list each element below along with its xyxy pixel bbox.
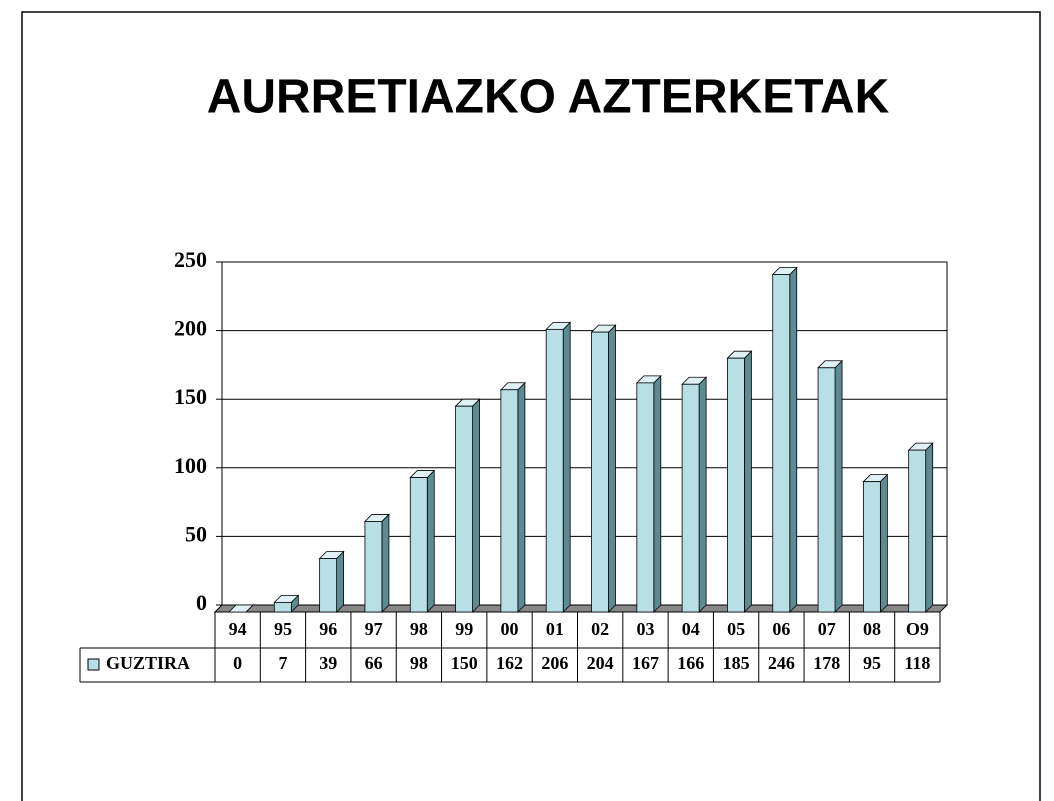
bar-side [744, 350, 752, 613]
x-tick-label: 02 [591, 619, 609, 639]
table-value: 166 [677, 653, 704, 673]
x-tick-label: 98 [410, 619, 428, 639]
table-value: 204 [587, 653, 614, 673]
slide-frame [21, 11, 1041, 801]
bar-side [879, 473, 888, 613]
table-value: 66 [365, 653, 383, 673]
x-tick-label: 94 [229, 619, 247, 639]
bar [545, 328, 564, 613]
table-value: 98 [410, 653, 428, 673]
legend-swatch [87, 658, 100, 671]
bar-side [336, 550, 345, 613]
table-value: 206 [541, 653, 568, 673]
bar-side [608, 324, 616, 613]
bar [409, 477, 428, 613]
legend-label: GUZTIRA [106, 653, 190, 673]
y-tick-label: 250 [174, 247, 207, 272]
table-value: 118 [904, 653, 930, 673]
y-tick-label: 0 [196, 590, 207, 615]
x-tick-label: 99 [455, 619, 473, 639]
y-tick-label: 50 [185, 521, 207, 546]
bar [364, 521, 383, 613]
table-value: 162 [496, 653, 523, 673]
x-tick-label: 97 [365, 619, 383, 639]
bar-side [925, 442, 934, 613]
bar-side [834, 359, 843, 613]
table-value: 150 [451, 653, 478, 673]
y-tick-label: 100 [174, 453, 207, 478]
bar-side [472, 398, 480, 613]
bar [455, 405, 473, 613]
bar-side [789, 266, 798, 613]
x-tick-label: 06 [772, 619, 790, 639]
bar-side [653, 374, 662, 613]
chart-title: AURRETIAZKO AZTERKETAK [207, 71, 890, 124]
table-value: 95 [863, 653, 881, 673]
x-tick-label: 03 [636, 619, 654, 639]
bar [681, 383, 700, 613]
bar [500, 389, 519, 613]
table-value: 167 [632, 653, 659, 673]
bar-side [426, 469, 435, 613]
bar-side [381, 513, 390, 613]
x-tick-label: 05 [727, 619, 745, 639]
bar [772, 274, 791, 613]
table-value: 0 [233, 653, 242, 673]
bar [817, 367, 836, 613]
x-tick-label: 00 [501, 619, 519, 639]
bar-side [698, 376, 707, 613]
table-value: 246 [768, 653, 795, 673]
table-value: 185 [723, 653, 750, 673]
x-tick-label: 01 [546, 619, 564, 639]
bar [908, 449, 927, 613]
table-value: 39 [319, 653, 337, 673]
x-tick-label: 95 [274, 619, 292, 639]
x-tick-label: O9 [906, 619, 929, 639]
bar [591, 331, 609, 613]
bar [727, 357, 745, 613]
x-tick-label: 96 [319, 619, 337, 639]
table-value: 178 [813, 653, 840, 673]
bar [636, 382, 655, 613]
y-tick-label: 200 [174, 316, 207, 341]
x-tick-label: 07 [818, 619, 836, 639]
bar-top [228, 604, 254, 613]
bar [319, 558, 338, 613]
bar-side [562, 321, 571, 613]
y-tick-label: 150 [174, 384, 207, 409]
table-value: 7 [278, 653, 287, 673]
bar [273, 601, 292, 613]
bar [862, 481, 881, 613]
x-tick-label: 04 [682, 619, 700, 639]
x-tick-label: 08 [863, 619, 881, 639]
bar-side [517, 381, 526, 613]
